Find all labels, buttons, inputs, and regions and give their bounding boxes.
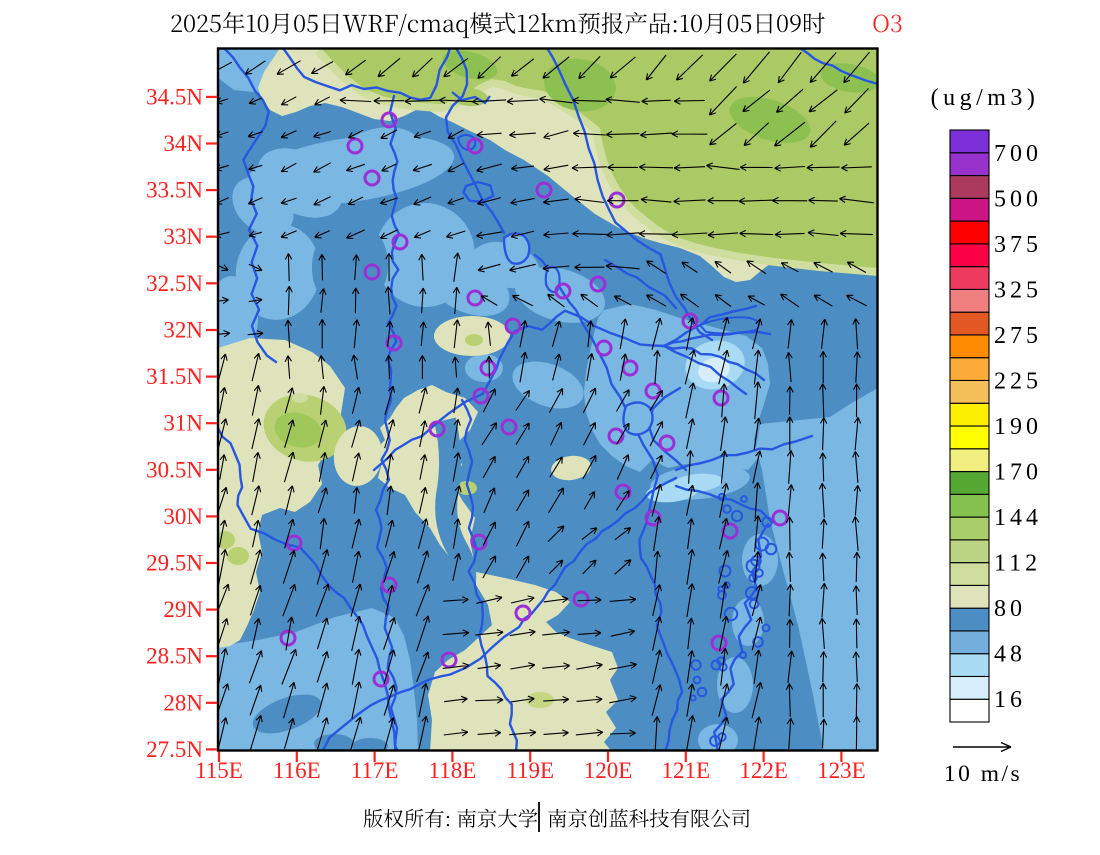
svg-text:28.5N: 28.5N bbox=[146, 644, 203, 669]
svg-text:112: 112 bbox=[994, 551, 1041, 577]
svg-text:10 m/s: 10 m/s bbox=[944, 761, 1022, 787]
svg-text:225: 225 bbox=[994, 369, 1042, 395]
svg-text:121E: 121E bbox=[662, 758, 711, 783]
svg-text:115E: 115E bbox=[195, 758, 243, 783]
svg-text:122E: 122E bbox=[739, 758, 788, 783]
svg-text:170: 170 bbox=[994, 460, 1042, 486]
svg-text:190: 190 bbox=[994, 414, 1042, 440]
svg-text:34.5N: 34.5N bbox=[146, 84, 203, 109]
svg-text:123E: 123E bbox=[817, 758, 866, 783]
svg-text:29N: 29N bbox=[163, 597, 203, 622]
svg-text:31.5N: 31.5N bbox=[146, 364, 203, 389]
svg-text:500: 500 bbox=[994, 186, 1042, 212]
svg-text:30N: 30N bbox=[163, 504, 203, 529]
svg-text:119E: 119E bbox=[506, 758, 554, 783]
svg-text:31N: 31N bbox=[163, 411, 203, 436]
svg-text:700: 700 bbox=[994, 141, 1042, 167]
svg-text:144: 144 bbox=[994, 505, 1042, 531]
svg-text:32N: 32N bbox=[163, 318, 203, 343]
svg-text:120E: 120E bbox=[584, 758, 633, 783]
svg-text:34N: 34N bbox=[163, 131, 203, 156]
svg-text:27.5N: 27.5N bbox=[146, 737, 203, 762]
svg-text:33N: 33N bbox=[163, 224, 203, 249]
svg-text:29.5N: 29.5N bbox=[146, 551, 203, 576]
svg-text:325: 325 bbox=[994, 277, 1042, 303]
svg-text:33.5N: 33.5N bbox=[146, 178, 203, 203]
svg-text:118E: 118E bbox=[429, 758, 477, 783]
svg-text:116E: 116E bbox=[273, 758, 321, 783]
svg-text:(ug/m3): (ug/m3) bbox=[931, 85, 1040, 111]
svg-text:117E: 117E bbox=[351, 758, 399, 783]
svg-text:275: 275 bbox=[994, 323, 1042, 349]
svg-text:375: 375 bbox=[994, 232, 1042, 258]
svg-text:30.5N: 30.5N bbox=[146, 457, 203, 482]
svg-text:48: 48 bbox=[994, 642, 1026, 668]
svg-text:16: 16 bbox=[994, 687, 1026, 713]
svg-text:28N: 28N bbox=[163, 690, 203, 715]
svg-text:80: 80 bbox=[994, 596, 1026, 622]
svg-text:32.5N: 32.5N bbox=[146, 271, 203, 296]
